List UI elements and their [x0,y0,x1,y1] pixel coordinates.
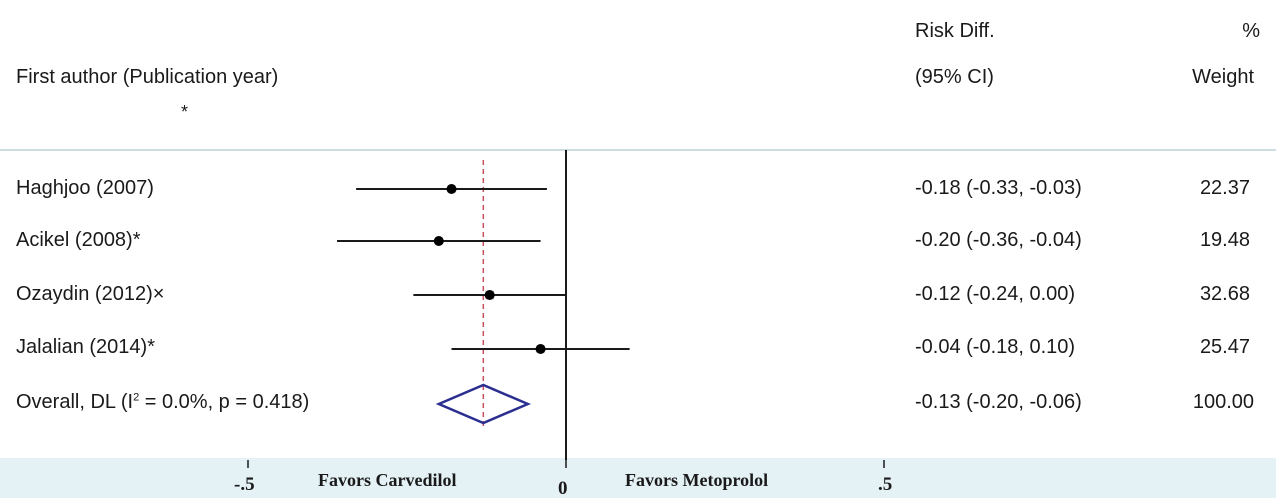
study-label-haghjoo: Haghjoo (2007) [16,177,154,199]
study-weight-ozaydin: 32.68 [1199,283,1250,305]
study-ci-ozaydin: -0.12 (-0.24, 0.00) [915,283,1076,305]
study-weight-acikel: 19.48 [1199,229,1250,251]
favors-right-label: Favors Metoprolol [625,470,769,490]
overall-label: Overall, DL (I2 = 0.0%, p = 0.418) [16,391,309,414]
study-point [535,344,546,354]
x-tick-label-0: 0 [558,478,568,499]
overall-weight: 100.00 [1192,391,1254,413]
col-header-study: First author (Publication year) [16,66,279,88]
study-ci-acikel: -0.20 (-0.36, -0.04) [915,229,1082,251]
study-label-ozaydin: Ozaydin (2012)× [16,283,165,305]
favors-left-label: Favors Carvedilol [318,470,457,490]
col-header-study-marker: * [181,102,189,122]
study-point [446,184,457,194]
overall-label-prefix: Overall, DL (I [16,391,134,413]
study-label-jalalian: Jalalian (2014)* [16,336,155,358]
x-tick-label-neg-0-5: -.5 [234,474,255,495]
overall-label-superscript: 2 [133,391,140,404]
overall-diamond [435,383,532,425]
col-header-effect-line1: Risk Diff. [915,20,995,42]
x-tick-label-0-5: .5 [878,474,893,495]
axis-band [0,458,1276,498]
study-weight-jalalian: 25.47 [1199,336,1250,358]
study-ci-haghjoo: -0.18 (-0.33, -0.03) [915,177,1082,199]
study-point [433,236,444,246]
study-label-acikel: Acikel (2008)* [16,229,141,251]
col-header-effect-line2: (95% CI) [915,66,994,88]
study-ci-jalalian: -0.04 (-0.18, 0.10) [915,336,1076,358]
col-header-weight-line2: Weight [1192,66,1254,88]
overall-ci: -0.13 (-0.20, -0.06) [915,391,1082,413]
study-weight-haghjoo: 22.37 [1199,177,1250,199]
col-header-weight-line1: % [1242,20,1260,42]
overall-label-suffix: = 0.0%, p = 0.418) [139,391,310,413]
study-point [484,290,495,300]
